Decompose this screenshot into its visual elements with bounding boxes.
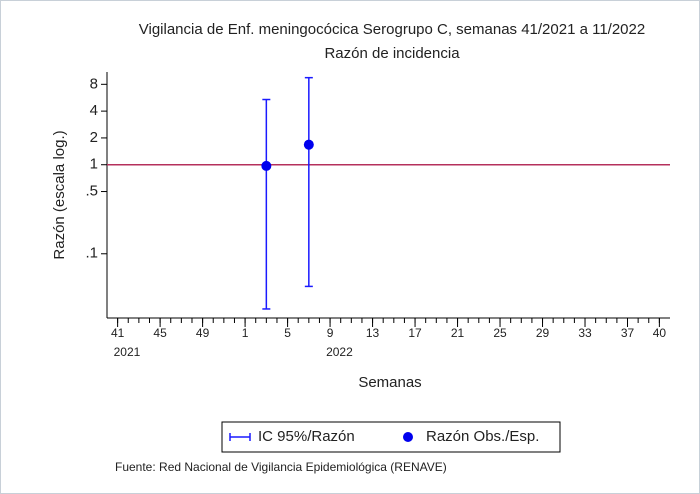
x-tick-label: 17 — [408, 326, 422, 340]
x-tick-label: 13 — [366, 326, 380, 340]
x-tick-label: 1 — [242, 326, 249, 340]
legend-key — [403, 432, 413, 442]
legend-label: IC 95%/Razón — [258, 428, 355, 445]
source-note: Fuente: Red Nacional de Vigilancia Epide… — [115, 460, 447, 474]
x-tick-label: 33 — [578, 326, 592, 340]
x-tick-label: 45 — [153, 326, 167, 340]
legend-box — [221, 421, 561, 453]
y-tick-label: 1 — [90, 156, 98, 173]
y-tick-label: .1 — [85, 245, 98, 262]
error-bar — [304, 76, 313, 288]
x-tick-label: 21 — [451, 326, 465, 340]
point — [303, 139, 314, 150]
y-tick-label: 8 — [90, 75, 98, 92]
x-tick-label: 29 — [536, 326, 550, 340]
x-tick-label: 25 — [493, 326, 507, 340]
x-tick-label: 5 — [284, 326, 291, 340]
chart-title: Vigilancia de Enf. meningocócica Serogru… — [139, 21, 645, 38]
y-tick-label: .5 — [85, 183, 98, 200]
x-tick-label: 49 — [196, 326, 210, 340]
y-tick-label: 4 — [90, 102, 98, 119]
x-tick-label: 37 — [621, 326, 635, 340]
x-tick-label: 40 — [653, 326, 667, 340]
chart-subtitle: Razón de incidencia — [324, 45, 460, 62]
x-tick-label: 41 — [111, 326, 125, 340]
y-axis-label: Razón (escala log.) — [51, 130, 68, 259]
legend-label: Razón Obs./Esp. — [426, 428, 539, 445]
point — [261, 160, 272, 171]
x-tick-label: 9 — [327, 326, 334, 340]
year-label: 2021 — [114, 345, 141, 359]
x-axis-label: Semanas — [358, 374, 421, 391]
y-tick-label: 2 — [90, 129, 98, 146]
error-bar — [262, 98, 271, 310]
year-label: 2022 — [326, 345, 353, 359]
